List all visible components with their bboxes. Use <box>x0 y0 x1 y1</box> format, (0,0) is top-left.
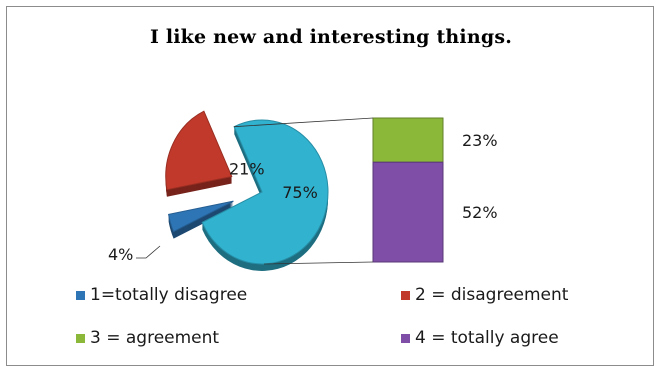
data-label-bar: 23% <box>462 131 498 150</box>
pie-slice <box>168 200 234 233</box>
bar-segment <box>372 117 444 163</box>
legend-label: 2 = disagreement <box>415 285 569 305</box>
data-label-21: 21% <box>229 159 265 178</box>
bar-segment <box>372 161 444 263</box>
bar-of-pie-chart: 75% 21% 4% 23% 52% <box>108 110 498 271</box>
legend-swatch-blue <box>76 290 85 300</box>
data-label-4: 4% <box>108 245 133 264</box>
legend-label: 4 = totally agree <box>415 328 559 348</box>
connector-line <box>263 261 374 265</box>
legend-item-totally-disagree: 1=totally disagree <box>76 285 247 305</box>
legend-item-agreement: 3 = agreement <box>76 328 219 348</box>
connector-line <box>234 117 374 128</box>
chart-frame <box>6 6 654 366</box>
legend-label: 1=totally disagree <box>90 285 248 305</box>
data-label-75: 75% <box>282 183 318 202</box>
legend-label: 3 = agreement <box>90 328 220 348</box>
legend-swatch-purple <box>401 333 410 343</box>
chart-title: I like new and interesting things. <box>149 26 513 48</box>
pie-slice <box>165 110 233 191</box>
legend-item-totally-agree: 4 = totally agree <box>401 328 559 348</box>
leader-line <box>136 245 161 259</box>
legend-swatch-green <box>76 333 85 343</box>
legend-item-disagreement: 2 = disagreement <box>401 285 568 305</box>
pie-slice <box>201 119 329 265</box>
data-label-bar: 52% <box>462 203 498 222</box>
legend-swatch-red <box>401 290 410 300</box>
